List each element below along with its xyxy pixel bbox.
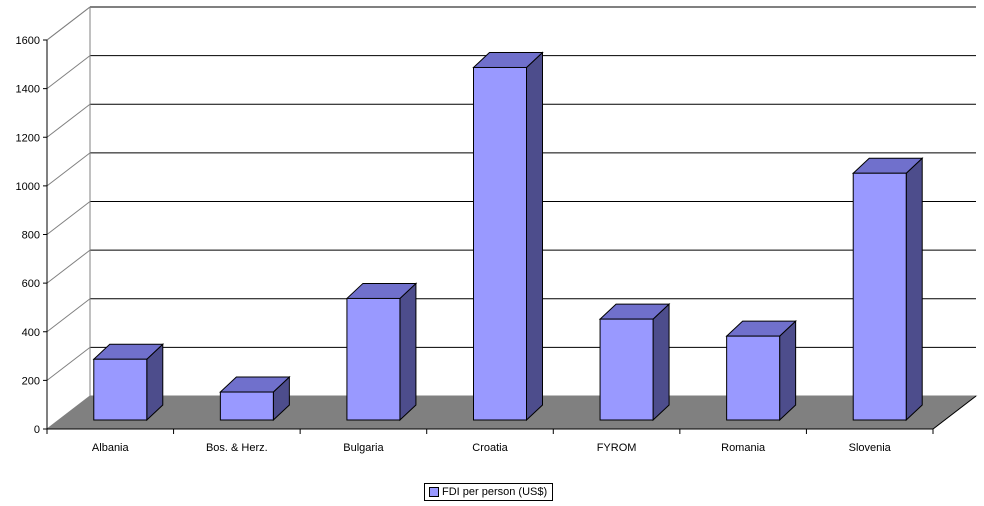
gridline-side-7 [46, 55, 91, 90]
x-tick-label-4: FYROM [597, 442, 637, 454]
x-tick-label-5: Romania [721, 442, 766, 454]
bar-side-3 [526, 51, 543, 422]
gridline-side-2 [46, 298, 91, 333]
x-tick-label-3: Croatia [472, 442, 508, 454]
bar-side-2 [399, 282, 417, 422]
x-tick-label-6: Slovenia [849, 442, 892, 454]
bar-5 [726, 335, 781, 421]
bar-side-6 [905, 157, 923, 422]
bar-6 [852, 172, 907, 421]
y-tick-label-5: 1000 [16, 181, 40, 193]
bar-side-4 [652, 302, 670, 422]
bar-4 [599, 318, 654, 421]
legend: FDI per person (US$) [424, 483, 554, 501]
x-tick-label-0: Albania [92, 442, 130, 454]
x-tick-label-1: Bos. & Herz. [206, 442, 268, 454]
y-tick-label-2: 400 [22, 327, 40, 339]
bar-2 [346, 297, 401, 421]
bar-1 [219, 391, 274, 421]
y-tick-label-6: 1200 [16, 132, 40, 144]
y-tick-label-3: 600 [22, 278, 40, 290]
gridline-side-3 [46, 249, 91, 284]
bar-0 [93, 358, 148, 421]
bar-side-5 [779, 319, 797, 422]
gridline-side-4 [46, 201, 91, 235]
legend-label: FDI per person (US$) [442, 486, 548, 498]
gridline-side-1 [46, 346, 91, 381]
chart-plot: 0 200 400 600 800 1000 1200 1400 1600 Albania Bos.… [16, 6, 978, 454]
gridline-side-8 [46, 6, 91, 41]
legend-swatch [429, 487, 439, 497]
gridline-side-6 [46, 103, 91, 138]
y-tick-label-0: 0 [34, 424, 40, 436]
y-tick-label-7: 1400 [16, 84, 40, 96]
y-tick-label-4: 800 [22, 230, 40, 242]
x-tick-label-2: Bulgaria [343, 442, 384, 454]
y-tick-label-1: 200 [22, 375, 40, 387]
bar-3 [473, 66, 527, 421]
y-tick-label-8: 1600 [16, 35, 40, 47]
x-axis-depth [932, 395, 977, 430]
gridline-side-5 [46, 152, 91, 187]
